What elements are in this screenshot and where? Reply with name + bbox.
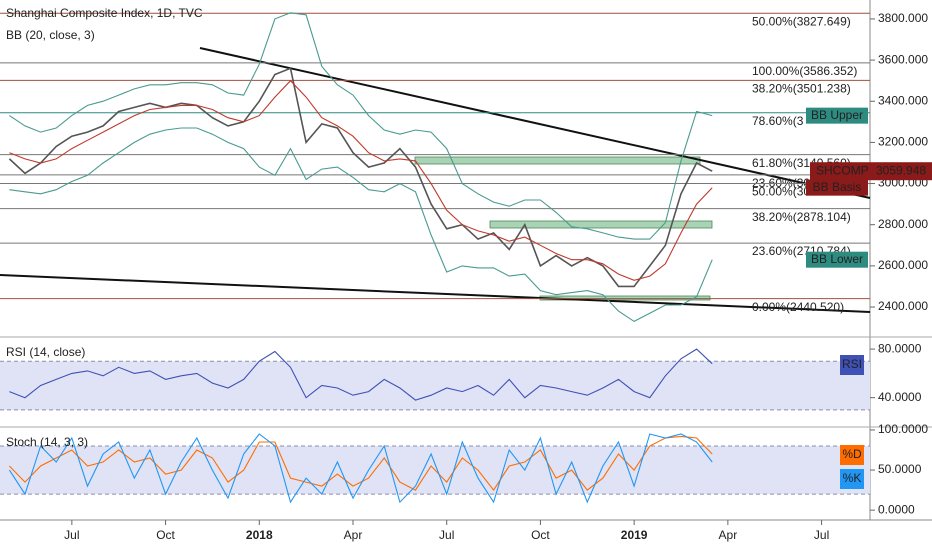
series-tag-bg [810,162,932,181]
legend-badge [840,355,864,375]
series-tag-bg [806,107,868,124]
series-tag-bg [806,179,868,196]
fib-label: 50.00%(30 [752,185,810,199]
legend-label: %K [843,471,862,485]
y-tick-label: 100.0000 [878,422,928,436]
fib-label: 38.20%(3501.238) [752,82,851,96]
y-tick-label: 3200.000 [878,135,928,149]
series-tag: BB Basis [813,180,862,194]
y-tick-label: 3600.000 [878,52,928,66]
legend-label: RSI [842,357,862,371]
x-tick-label: Jul [814,528,829,542]
y-tick-label: 2400.000 [878,299,928,313]
y-tick-label: 3800.000 [878,11,928,25]
series-line [9,127,713,323]
legend-label: %D [842,447,862,461]
pane-title: Shanghai Composite Index, 1D, TVC [6,6,203,20]
y-tick-label: 3400.000 [878,93,928,107]
x-tick-label: Jul [64,528,79,542]
y-tick-label: 2600.000 [878,258,928,272]
y-tick-label: 40.0000 [878,390,922,404]
series-line [9,348,713,401]
series-tag: BB Upper [811,108,863,122]
last-price: 3059.948 [876,163,926,177]
x-tick-label: Oct [156,528,175,542]
x-tick-label: Jul [439,528,454,542]
x-tick-label: Apr [344,528,363,542]
fib-label: 78.60%(3 [752,114,804,128]
legend-badge [840,445,864,465]
x-tick-label: 2019 [621,528,648,542]
pane-title: RSI (14, close) [6,345,85,359]
legend-badge [840,469,864,489]
y-tick-label: 50.0000 [878,462,922,476]
series-tag: SHCOMP [816,163,869,177]
x-tick-label: 2018 [246,528,273,542]
fib-label: 38.20%(2878.104) [752,210,851,224]
pane-subtitle: BB (20, close, 3) [6,28,95,42]
trendline [199,47,871,199]
pane-title: Stoch (14, 3, 3) [6,435,88,449]
x-tick-label: Oct [531,528,550,542]
trendline [0,274,871,313]
series-line [9,79,713,281]
fib-label: 50.00%(3827.649) [752,14,851,28]
support-zone [414,156,701,165]
fib-label: 100.00%(3586.352) [752,64,857,78]
series-tag: BB Lower [811,252,863,266]
y-tick-label: 80.0000 [878,341,922,355]
series-tag-bg [806,251,868,268]
y-tick-label: 0.0000 [878,502,915,516]
series-line [9,12,713,240]
x-tick-label: Apr [719,528,738,542]
support-zone [489,220,713,229]
band [0,361,870,410]
series-line [8,433,713,504]
fib-label: 0.00%(2440.520) [752,300,844,314]
y-tick-label: 2800.000 [878,217,928,231]
